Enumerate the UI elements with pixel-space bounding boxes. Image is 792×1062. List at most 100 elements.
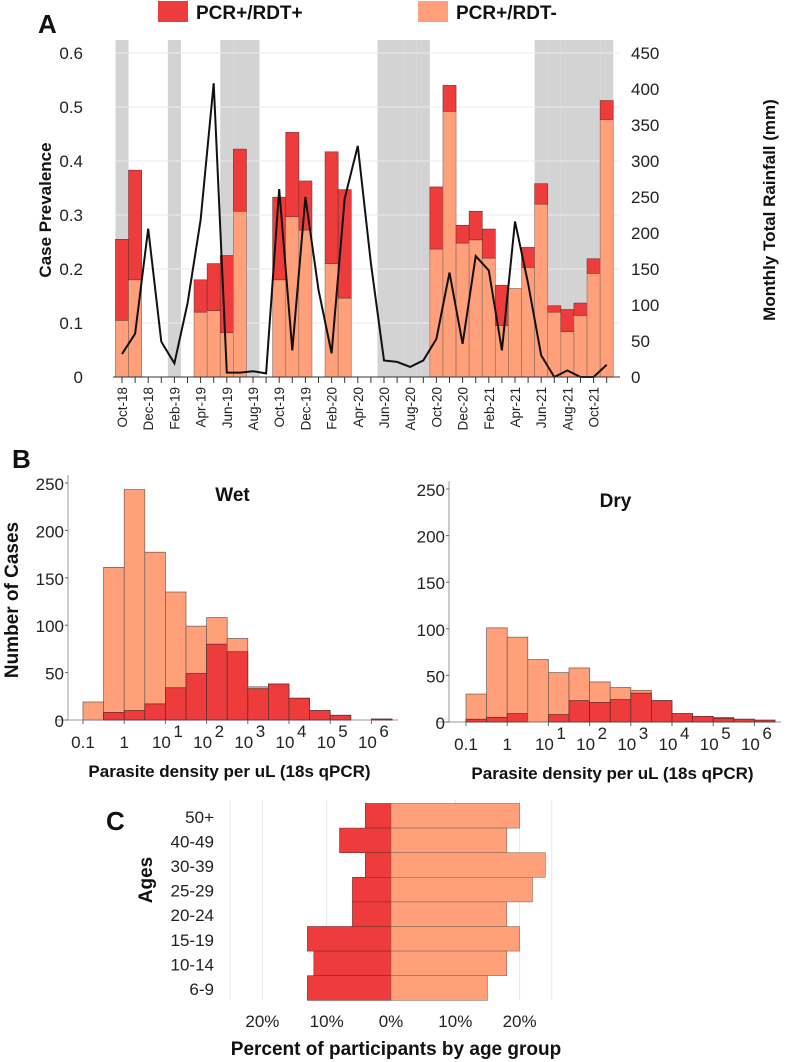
age-bar-pcr-rdt-pos: [339, 827, 392, 853]
age-bar-pcr-rdt-neg: [390, 876, 533, 903]
bar-pcr-rdt-neg: [495, 325, 509, 378]
y2-tick-label: 0: [631, 368, 640, 387]
x-tick-label: 10: [700, 735, 719, 754]
hist-bar-pcr-rdt-neg: [123, 489, 146, 721]
x-tick-exponent: 3: [256, 722, 265, 741]
shaded-month: [560, 40, 574, 377]
hist-bar-pcr-rdt-pos: [630, 692, 652, 723]
month-label: Feb-20: [325, 387, 340, 430]
x-tick-label: 1: [119, 733, 128, 752]
month-label: Aug-19: [246, 387, 261, 431]
hist-bar-pcr-rdt-pos: [465, 718, 487, 723]
hist-bar-pcr-rdt-pos: [371, 718, 393, 721]
x-tick-label: 10: [358, 733, 377, 752]
bar-pcr-rdt-pos: [481, 228, 496, 259]
bar-pcr-rdt-pos: [233, 148, 247, 212]
hist-bar-pcr-rdt-pos: [206, 643, 228, 721]
y2-tick-label: 450: [631, 44, 659, 63]
x-tick-exponent: 5: [338, 722, 347, 741]
month-label: Dec-18: [141, 387, 156, 431]
month-label: Feb-19: [167, 387, 182, 430]
y-tick-label: 200: [36, 522, 64, 541]
rainfall-line: [121, 83, 608, 379]
x-tick-label: 0.1: [71, 733, 95, 752]
y-axis-title: Case Prevalence: [36, 142, 55, 277]
y-tick-label: 200: [417, 528, 445, 547]
histogram-title: Dry: [600, 491, 632, 512]
hist-bar-pcr-rdt-pos: [733, 718, 755, 723]
age-label: 40-49: [171, 832, 214, 851]
y2-tick-label: 250: [631, 188, 659, 207]
y2-tick-label: 300: [631, 152, 659, 171]
y-tick-label: 50: [426, 667, 445, 686]
histogram-title: Wet: [215, 485, 250, 506]
x-tick-label: 10%: [310, 1012, 344, 1031]
x-tick-label: 10: [659, 735, 678, 754]
month-label: Feb-21: [482, 387, 497, 430]
x-tick-exponent: 6: [762, 724, 771, 743]
hist-bar-pcr-rdt-pos: [609, 699, 632, 723]
month-label: Oct-20: [429, 387, 444, 428]
month-label: Dec-20: [456, 387, 471, 431]
x-tick-label: 10: [617, 735, 636, 754]
age-bar-pcr-rdt-neg: [390, 950, 508, 976]
bar-pcr-rdt-neg: [599, 119, 614, 378]
x-tick-label: 20%: [503, 1012, 537, 1031]
hist-bar-pcr-rdt-pos: [226, 651, 249, 721]
shaded-month: [390, 40, 404, 377]
hist-bar-pcr-rdt-pos: [651, 700, 673, 723]
hist-bar-pcr-rdt-pos: [103, 712, 125, 721]
shaded-month: [246, 40, 260, 377]
hist-bar-pcr-rdt-pos: [568, 700, 590, 723]
bar-pcr-rdt-pos: [429, 186, 444, 250]
y2-axis-title: Monthly Total Rainfall (mm): [760, 99, 779, 321]
x-axis-title: Parasite density per uL (18s qPCR): [471, 764, 753, 783]
month-label: Oct-21: [587, 387, 602, 428]
y-axis-title-cases: Number of Cases: [2, 522, 23, 678]
y2-tick-label: 200: [631, 224, 659, 243]
x-tick-label: 10: [276, 733, 295, 752]
hist-bar-pcr-rdt-neg: [103, 567, 125, 721]
y2-tick-label: 350: [631, 116, 659, 135]
x-tick-label: 20%: [245, 1012, 279, 1031]
y-tick-label: 150: [417, 574, 445, 593]
y-tick-label: 0.5: [59, 98, 83, 117]
month-label: Jun-19: [220, 387, 235, 428]
bar-pcr-rdt-neg: [337, 297, 352, 378]
bar-pcr-rdt-neg: [272, 279, 287, 378]
panel-label-b: B: [12, 444, 31, 474]
age-bar-pcr-rdt-neg: [390, 827, 508, 853]
y-tick-label: 0: [436, 714, 445, 733]
y-tick-label: 100: [417, 621, 445, 640]
shaded-month: [416, 40, 430, 377]
bar-pcr-rdt-neg: [206, 310, 221, 378]
age-label: 15-19: [171, 931, 214, 950]
hist-bar-pcr-rdt-pos: [754, 719, 776, 723]
bar-pcr-rdt-pos: [586, 258, 601, 274]
age-bar-pcr-rdt-neg: [390, 852, 546, 878]
bar-pcr-rdt-pos: [534, 183, 549, 205]
bar-pcr-rdt-pos: [468, 210, 483, 241]
x-axis-title: Parasite density per uL (18s qPCR): [88, 762, 370, 781]
hist-bar-pcr-rdt-pos: [185, 673, 207, 721]
hist-bar-pcr-rdt-pos: [309, 710, 331, 721]
age-label: 25-29: [171, 882, 214, 901]
month-label: Jun-20: [377, 387, 392, 428]
shaded-month: [573, 40, 588, 377]
bar-pcr-rdt-neg: [573, 315, 588, 378]
age-bar-pcr-rdt-neg: [390, 926, 520, 952]
bar-pcr-rdt-neg: [508, 288, 522, 378]
bar-pcr-rdt-pos: [128, 169, 142, 281]
hist-bar-pcr-rdt-pos: [712, 717, 735, 723]
month-label: Apr-20: [351, 387, 366, 428]
age-label: 10-14: [171, 955, 214, 974]
shaded-month: [377, 40, 391, 377]
y-tick-label: 250: [417, 481, 445, 500]
hist-bar-pcr-rdt-neg: [144, 551, 166, 721]
age-bar-pcr-rdt-neg: [390, 975, 488, 1001]
bar-pcr-rdt-pos: [115, 239, 129, 321]
age-label: 50+: [185, 808, 214, 827]
month-label: Dec-19: [298, 387, 313, 431]
x-tick-label: 10: [317, 733, 336, 752]
age-label: 30-39: [171, 857, 214, 876]
